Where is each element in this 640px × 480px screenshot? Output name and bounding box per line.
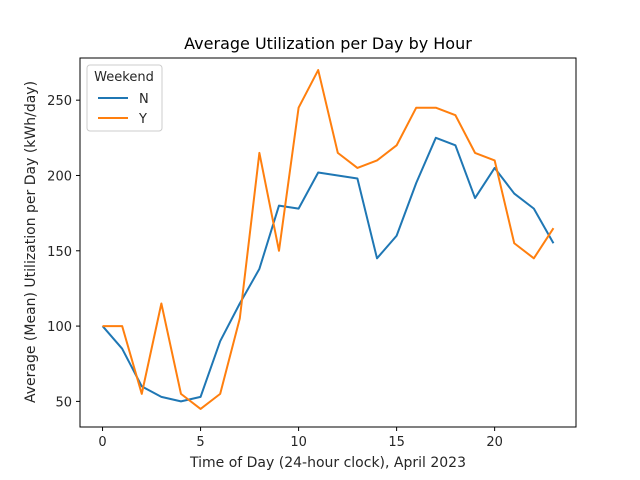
x-tick-label: 20 — [486, 435, 503, 450]
x-tick-label: 5 — [196, 435, 204, 450]
y-axis: 50 100 150 200 250 — [47, 94, 80, 410]
legend: Weekend N Y — [86, 64, 163, 132]
x-axis: 0 5 10 15 20 — [98, 427, 503, 450]
x-tick-label: 0 — [98, 435, 106, 450]
y-tick-label: 250 — [47, 94, 72, 109]
x-tick-label: 15 — [388, 435, 405, 450]
y-tick-label: 150 — [47, 245, 72, 260]
y-tick-label: 200 — [47, 169, 72, 184]
chart-title: Average Utilization per Day by Hour — [184, 34, 472, 53]
plot-frame — [79, 57, 577, 428]
legend-title: Weekend — [94, 70, 154, 85]
series-lines — [101, 69, 555, 410]
legend-label-n: N — [139, 92, 149, 107]
series-line-y — [102, 69, 555, 410]
y-axis-label: Average (Mean) Utilization per Day (kWh/… — [23, 81, 39, 403]
series-line-n — [101, 136, 555, 403]
y-tick-label: 100 — [47, 320, 72, 335]
x-axis-label: Time of Day (24-hour clock), April 2023 — [189, 455, 466, 471]
legend-label-y: Y — [138, 112, 147, 127]
plot-area — [79, 57, 577, 428]
x-tick-label: 10 — [290, 435, 307, 450]
y-tick-label: 50 — [55, 395, 72, 410]
